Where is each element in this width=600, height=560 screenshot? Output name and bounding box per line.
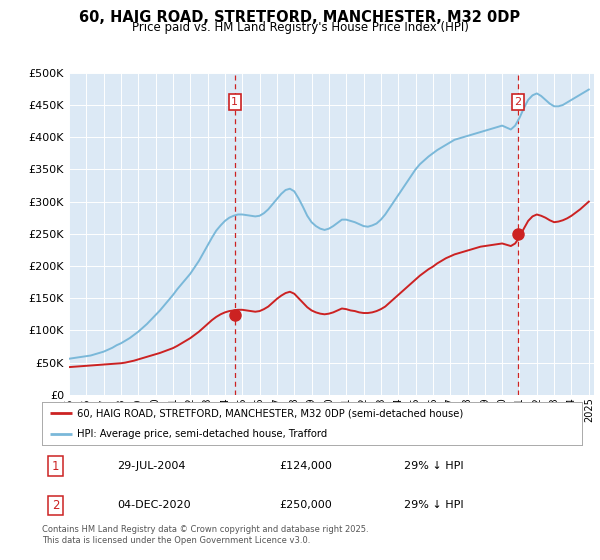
Text: 04-DEC-2020: 04-DEC-2020 bbox=[118, 501, 191, 510]
Text: HPI: Average price, semi-detached house, Trafford: HPI: Average price, semi-detached house,… bbox=[77, 430, 328, 439]
Text: 2: 2 bbox=[52, 499, 59, 512]
Text: 60, HAIG ROAD, STRETFORD, MANCHESTER, M32 0DP: 60, HAIG ROAD, STRETFORD, MANCHESTER, M3… bbox=[79, 10, 521, 25]
Text: 60, HAIG ROAD, STRETFORD, MANCHESTER, M32 0DP (semi-detached house): 60, HAIG ROAD, STRETFORD, MANCHESTER, M3… bbox=[77, 408, 463, 418]
Text: 1: 1 bbox=[52, 460, 59, 473]
Text: Contains HM Land Registry data © Crown copyright and database right 2025.
This d: Contains HM Land Registry data © Crown c… bbox=[42, 525, 368, 545]
Text: Price paid vs. HM Land Registry's House Price Index (HPI): Price paid vs. HM Land Registry's House … bbox=[131, 21, 469, 34]
Text: £250,000: £250,000 bbox=[280, 501, 332, 510]
Text: 29% ↓ HPI: 29% ↓ HPI bbox=[404, 461, 463, 471]
Text: 29% ↓ HPI: 29% ↓ HPI bbox=[404, 501, 463, 510]
Text: 1: 1 bbox=[232, 97, 238, 107]
Text: £124,000: £124,000 bbox=[280, 461, 332, 471]
Text: 2: 2 bbox=[515, 97, 521, 107]
Text: 29-JUL-2004: 29-JUL-2004 bbox=[118, 461, 186, 471]
